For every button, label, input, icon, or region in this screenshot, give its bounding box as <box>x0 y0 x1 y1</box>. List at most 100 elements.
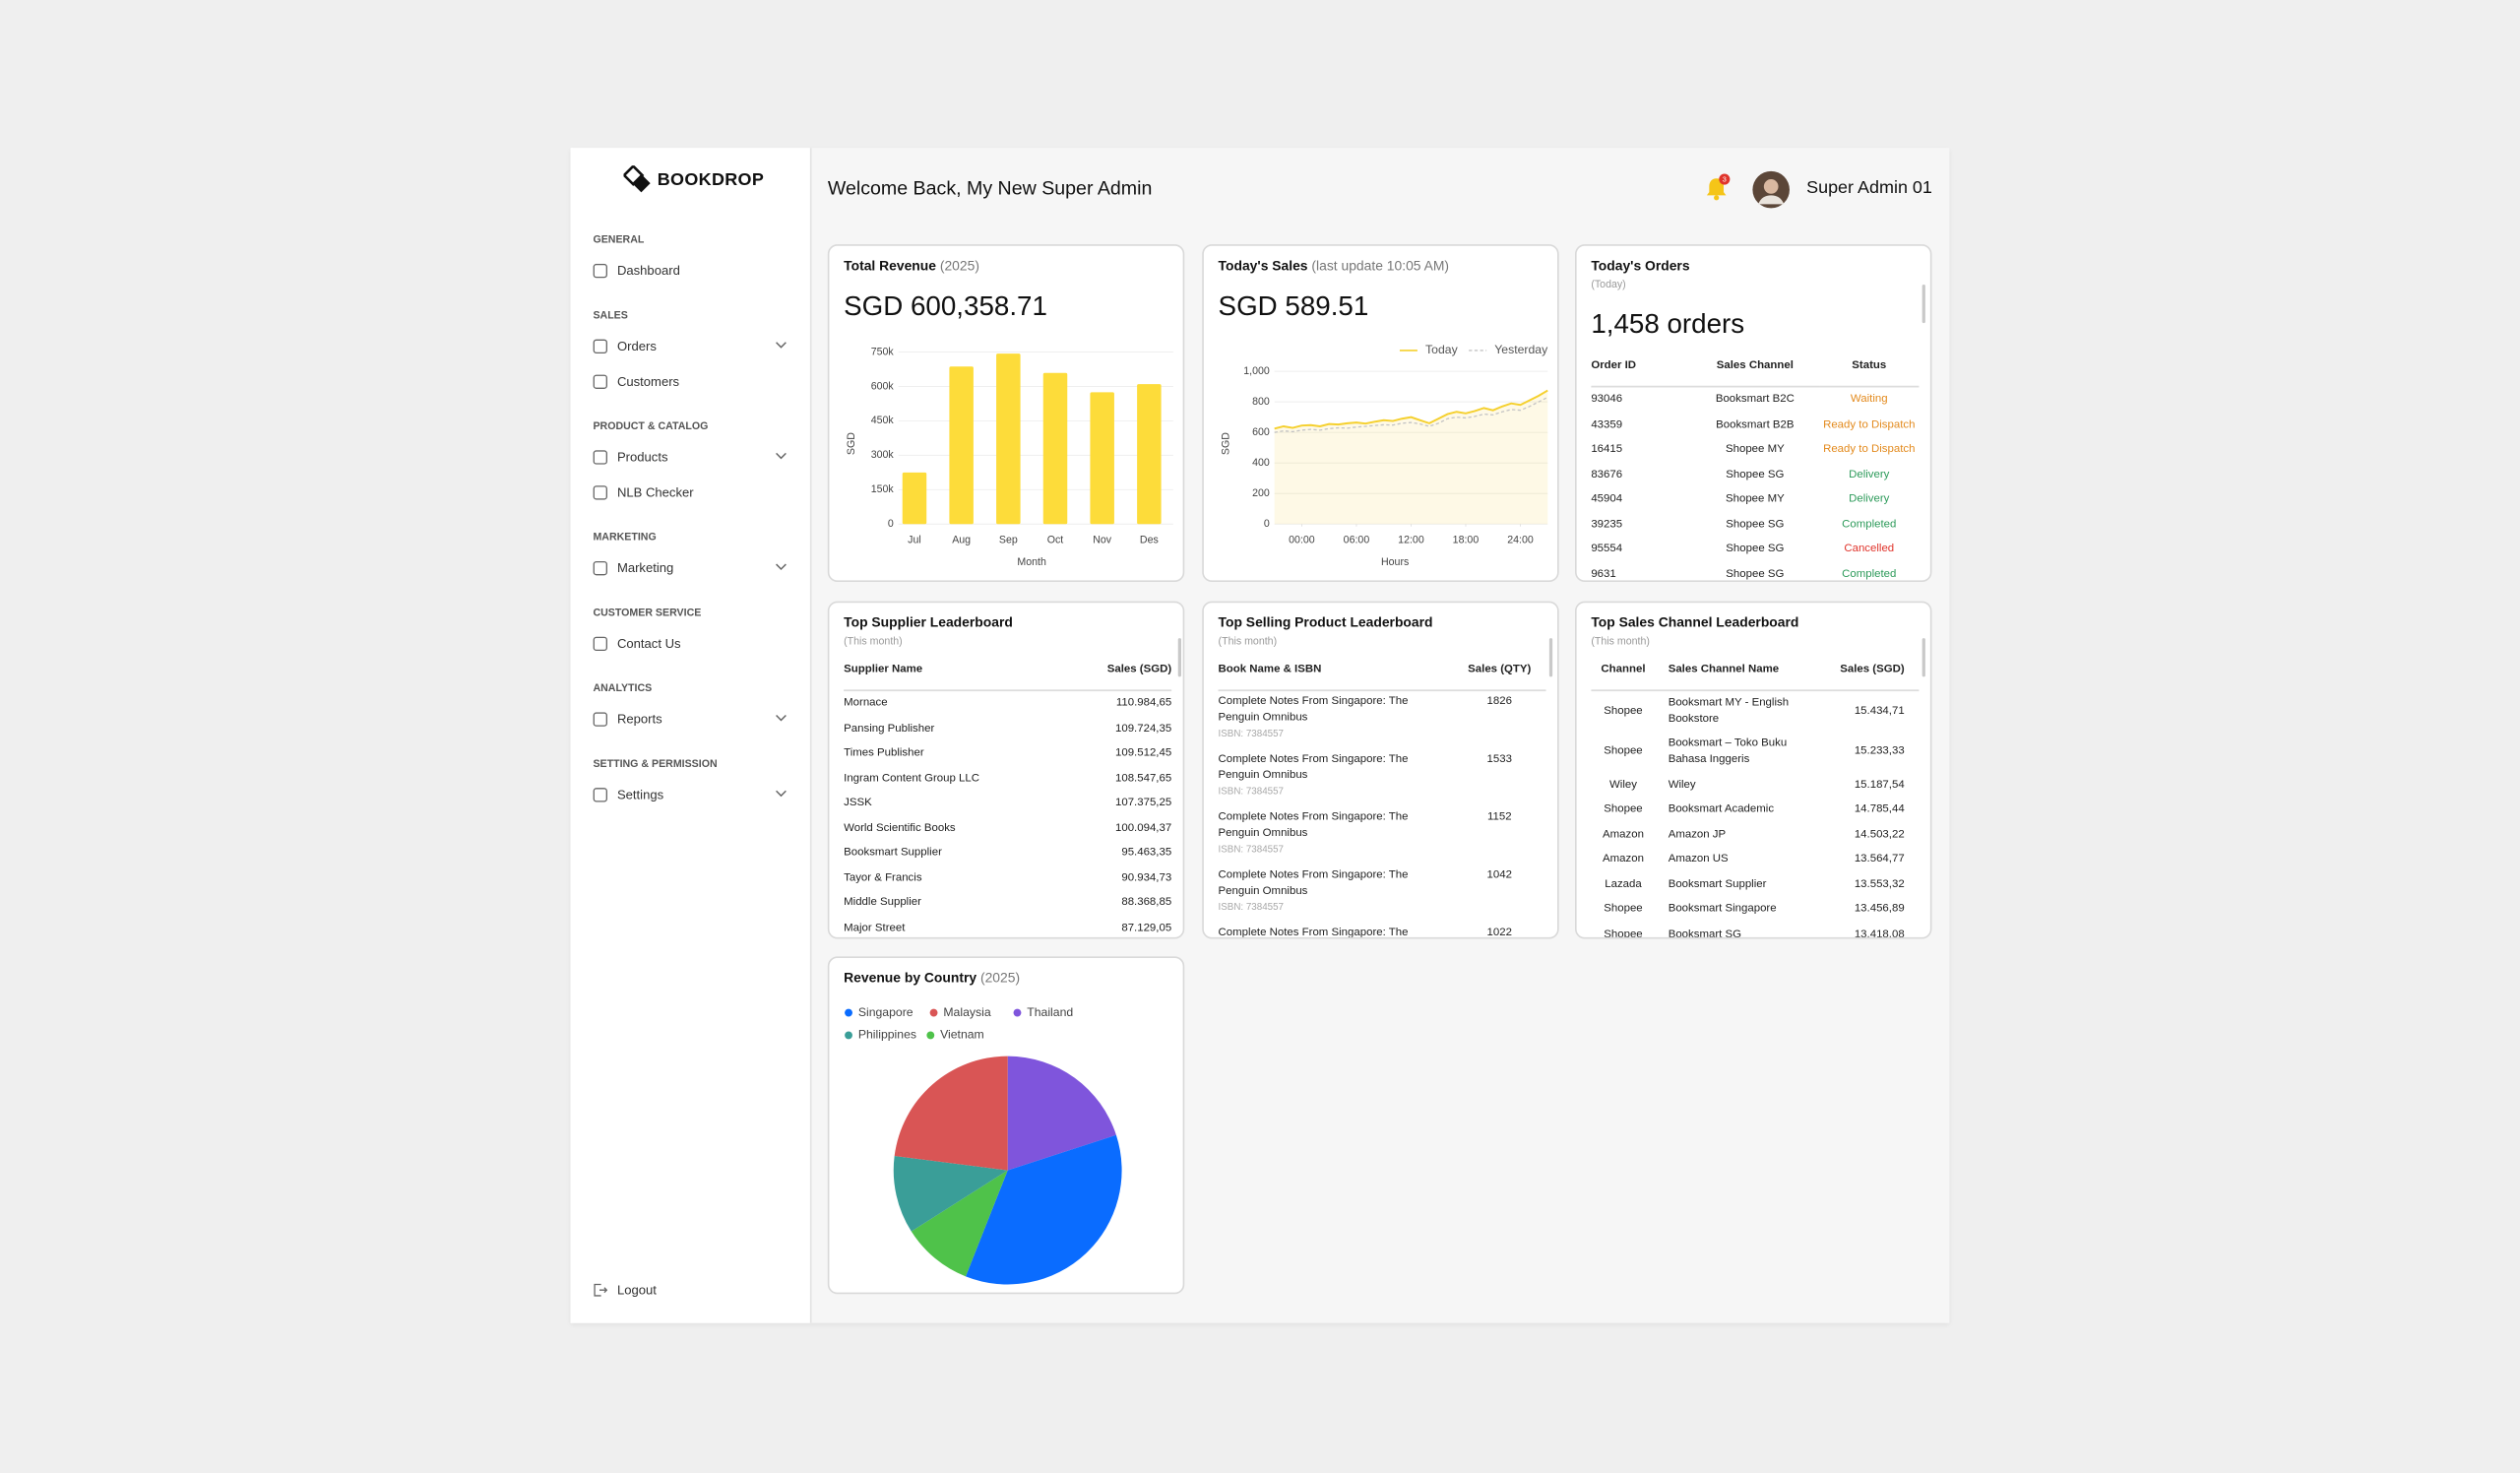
table-row[interactable]: 45904 Shopee MY Delivery <box>1591 487 1919 512</box>
table-row[interactable]: 93046 Booksmart B2C Waiting <box>1591 387 1919 413</box>
chevron[interactable] <box>775 562 788 572</box>
icon-shape <box>593 787 607 801</box>
area-fill <box>1274 390 1548 525</box>
nav-label: Customers <box>616 373 680 389</box>
chevron[interactable] <box>775 790 788 800</box>
headline: SGD 600,358.71 <box>844 290 1047 322</box>
nav-item[interactable]: Reports <box>593 701 788 736</box>
column-header: Sales Channel <box>1690 352 1820 388</box>
channel: Lazada <box>1605 878 1642 891</box>
nav-icon <box>593 635 607 651</box>
table-row[interactable]: Complete Notes From Singapore: The Pengu… <box>1219 923 1546 937</box>
table-row[interactable]: Shopee Booksmart SG 13.418,08 <box>1591 923 1919 937</box>
table-row[interactable]: Ingram Content Group LLC 108.547,65 <box>844 766 1171 791</box>
nav-item[interactable]: Settings <box>593 777 788 812</box>
chevron[interactable] <box>775 714 788 724</box>
table-row[interactable]: Shopee Booksmart – Toko Buku Bahasa Ingge… <box>1591 733 1919 774</box>
column-header: Channel <box>1591 656 1656 692</box>
table-row[interactable]: Complete Notes From Singapore: The Pengu… <box>1219 749 1546 807</box>
table-row[interactable]: Booksmart Supplier 95.463,35 <box>844 841 1171 865</box>
order-status: Waiting <box>1850 394 1888 406</box>
table-row[interactable]: Pansing Publisher 109.724,35 <box>844 716 1171 740</box>
nav-item[interactable]: Contact Us <box>593 625 788 661</box>
x-tick-label: 18:00 <box>1453 534 1480 545</box>
table-row[interactable]: Major Street 87.129,05 <box>844 916 1171 937</box>
nav-label: Settings <box>616 787 664 801</box>
table-row[interactable]: 95554 Shopee SG Cancelled <box>1591 537 1919 561</box>
x-tick-label: Nov <box>1093 534 1112 545</box>
nav-item[interactable]: Products <box>593 439 788 475</box>
column-header: Book Name & ISBN <box>1218 656 1453 692</box>
nav-item[interactable]: Marketing <box>593 549 788 585</box>
bar <box>1137 384 1162 525</box>
table-row[interactable]: Tayor & Francis 90.934,73 <box>844 865 1171 890</box>
navigation: GENERAL Dashboard SALES Orders Customers PROD… <box>593 229 788 829</box>
nav-item[interactable]: Orders <box>593 328 788 363</box>
chevron[interactable] <box>775 452 788 462</box>
sales-channel: Shopee MY <box>1725 443 1785 456</box>
channel-sales: 15.187,54 <box>1854 779 1905 791</box>
card-subtitle: (Today) <box>1591 280 1626 291</box>
table-row[interactable]: Shopee Booksmart Singapore 13.456,89 <box>1591 898 1919 923</box>
table-head: Order ID Sales Channel Status <box>1591 352 1920 388</box>
scrollbar[interactable] <box>1922 284 1925 324</box>
column-header: Status <box>1819 352 1920 388</box>
table-row[interactable]: Shopee Booksmart Academic 14.785,44 <box>1591 799 1919 823</box>
chevron[interactable] <box>775 341 788 351</box>
table-row[interactable]: Complete Notes From Singapore: The Pengu… <box>1219 690 1546 749</box>
table-row[interactable]: JSSK 107.375,25 <box>844 791 1171 815</box>
nav-label: Orders <box>616 338 657 353</box>
sales-card: 0 200 400 600 800 1,000 00:00 06:00 12:00 18:00 24… <box>1202 244 1559 583</box>
nav-section: ANALYTICS Reports <box>593 678 788 736</box>
scrollbar[interactable] <box>1922 638 1925 677</box>
supplier-sales: 109.724,35 <box>1114 722 1172 735</box>
y-tick-label: 600 <box>1252 426 1270 438</box>
card-title: Today's Orders <box>1591 257 1690 274</box>
y-tick-label: 200 <box>1252 487 1270 499</box>
scrollbar[interactable] <box>1177 638 1181 677</box>
book-qty: 1022 <box>1486 928 1512 937</box>
table-row[interactable]: World Scientific Books 100.094,37 <box>844 816 1171 841</box>
y-tick-label: 150k <box>871 483 895 495</box>
nav-item[interactable]: Dashboard <box>593 252 788 288</box>
channel-name: Wiley <box>1668 779 1696 791</box>
logout-button[interactable]: Logout <box>593 1271 657 1307</box>
channel-sales: 13.418,08 <box>1854 929 1905 937</box>
headline: 1,458 orders <box>1591 308 1745 340</box>
nav-icon <box>593 484 607 499</box>
product-card: Top Selling Product Leaderboard (This mo… <box>1202 601 1559 939</box>
y-tick-label: 800 <box>1252 396 1270 408</box>
table-row[interactable]: Lazada Booksmart Supplier 13.553,32 <box>1591 873 1919 898</box>
notification-bell[interactable]: 3 <box>1704 173 1732 202</box>
supplier-name: Tayor & Francis <box>844 871 922 884</box>
table-row[interactable]: 83676 Shopee SG Delivery <box>1591 462 1919 486</box>
nav-item[interactable]: Customers <box>593 363 788 399</box>
order-id: 93046 <box>1591 394 1623 406</box>
table-row[interactable]: Complete Notes From Singapore: The Pengu… <box>1219 865 1546 923</box>
pie-chart: Singapore Malaysia Thailand Philippines Viet… <box>845 1005 1122 1285</box>
avatar-face <box>1763 179 1779 194</box>
table-row[interactable]: Shopee Booksmart MY - English Bookstore 15… <box>1591 690 1919 732</box>
table-row[interactable]: Amazon Amazon JP 14.503,22 <box>1591 823 1919 848</box>
order-id: 43359 <box>1591 418 1623 430</box>
y-tick-label: 300k <box>871 449 895 461</box>
book-cell: Complete Notes From Singapore: The Pengu… <box>1219 749 1453 807</box>
table-row[interactable]: 16415 Shopee MY Ready to Dispatch <box>1591 437 1919 462</box>
table-row[interactable]: Complete Notes From Singapore: The Pengu… <box>1219 807 1546 865</box>
scrollbar[interactable] <box>1548 638 1553 677</box>
nav-item[interactable]: NLB Checker <box>593 475 788 510</box>
table-row[interactable]: Middle Supplier 88.368,85 <box>844 890 1171 915</box>
table-row[interactable]: 43359 Booksmart B2B Ready to Dispatch <box>1591 413 1919 437</box>
avatar[interactable] <box>1752 170 1791 209</box>
book-name: Complete Notes From Singapore: The Pengu… <box>1218 695 1409 724</box>
table-row[interactable]: Mornace 110.984,65 <box>844 690 1171 716</box>
table-row[interactable]: 9631 Shopee SG Completed <box>1591 562 1919 581</box>
table-body: Shopee Booksmart MY - English Bookstore 15… <box>1591 690 1919 937</box>
table-row[interactable]: Wiley Wiley 15.187,54 <box>1591 773 1919 798</box>
table-row[interactable]: Times Publisher 109.512,45 <box>844 741 1171 766</box>
table-row[interactable]: Amazon Amazon US 13.564,77 <box>1591 848 1919 872</box>
table-row[interactable]: 39235 Shopee SG Completed <box>1591 512 1919 537</box>
logo[interactable]: BOOKDROP <box>623 165 764 194</box>
